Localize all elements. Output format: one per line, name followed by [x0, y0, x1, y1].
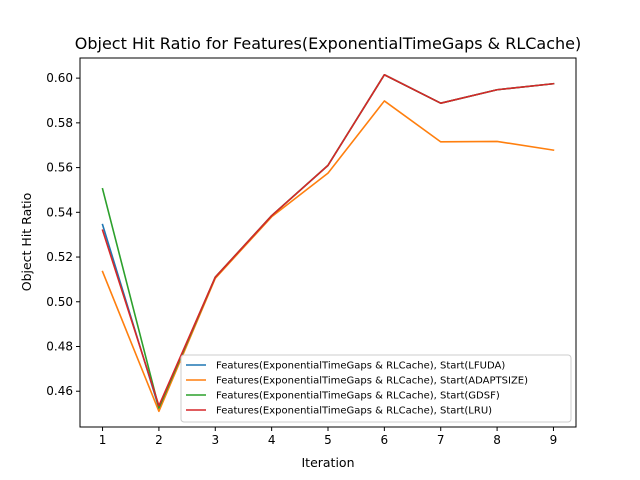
series-line-lru	[101, 73, 555, 407]
y-tick-label: 0.50	[46, 295, 73, 309]
x-axis-label: Iteration	[301, 455, 354, 470]
x-tick-label: 4	[268, 433, 276, 447]
y-axis-ticks: 0.46 0.48 0.50 0.52 0.54 0.56 0.58 0.60	[46, 71, 80, 398]
chart-title: Object Hit Ratio for Features(Exponentia…	[75, 34, 581, 53]
y-tick-label: 0.48	[46, 339, 73, 353]
legend-label-lru: Features(ExponentialTimeGaps & RLCache),…	[216, 406, 492, 417]
y-tick-label: 0.58	[46, 116, 73, 130]
x-tick-label: 6	[381, 433, 389, 447]
legend-box	[180, 354, 572, 423]
series-line-adaptsize	[101, 100, 555, 413]
x-tick-label: 3	[211, 433, 219, 447]
y-tick-label: 0.52	[46, 250, 73, 264]
y-tick-label: 0.56	[46, 161, 73, 175]
legend-label-lfuda: Features(ExponentialTimeGaps & RLCache),…	[216, 361, 505, 372]
y-axis-label: Object Hit Ratio	[19, 193, 34, 292]
x-axis-ticks: 1 2 3 4 5 6 7 8 9	[99, 427, 558, 447]
x-tick-label: 2	[155, 433, 163, 447]
series-layer	[101, 73, 555, 413]
x-tick-label: 1	[99, 433, 107, 447]
x-tick-label: 9	[550, 433, 558, 447]
x-tick-label: 7	[437, 433, 445, 447]
legend-label-adaptsize: Features(ExponentialTimeGaps & RLCache),…	[216, 376, 528, 387]
x-tick-label: 5	[324, 433, 332, 447]
legend: Features(ExponentialTimeGaps & RLCache),…	[180, 354, 572, 423]
legend-items: Features(ExponentialTimeGaps & RLCache),…	[186, 361, 528, 417]
x-tick-label: 8	[493, 433, 501, 447]
y-tick-label: 0.46	[46, 384, 73, 398]
legend-label-gdsf: Features(ExponentialTimeGaps & RLCache),…	[216, 391, 500, 402]
y-tick-label: 0.60	[46, 71, 73, 85]
plot-frame	[79, 57, 577, 428]
y-tick-label: 0.54	[46, 205, 73, 219]
